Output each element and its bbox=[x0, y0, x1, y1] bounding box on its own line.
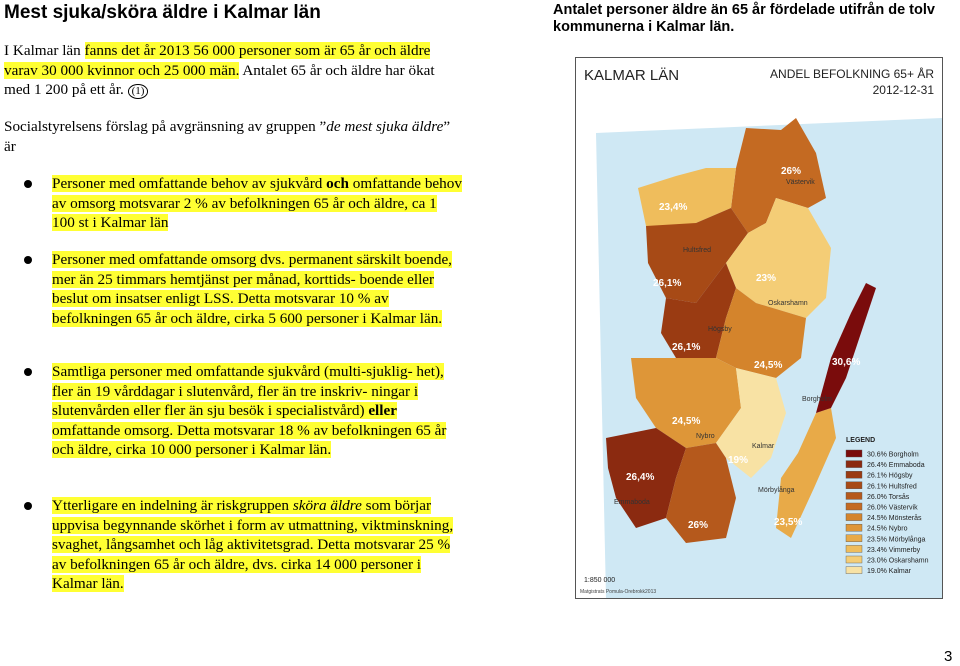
label-hultsfred-pct: 26,1% bbox=[653, 278, 681, 289]
label-hultsfred-name: Hultsfred bbox=[683, 247, 711, 254]
legend-swatch bbox=[845, 545, 863, 553]
legend-swatch bbox=[845, 492, 863, 500]
legend-label: 26.0% Torsås bbox=[867, 493, 910, 501]
label-emmaboda-name: Emmaboda bbox=[614, 499, 650, 506]
legend-swatch bbox=[845, 481, 863, 489]
legend-label: 26.1% Hultsfred bbox=[867, 483, 917, 490]
legend-label: 24.5% Mönsterås bbox=[867, 514, 922, 522]
reference-marker: (1) bbox=[127, 84, 149, 99]
bullet-3-tail: omfattande omsorg. Detta motsvarar 18 % … bbox=[52, 421, 447, 458]
bullet-1: Personer med omfattande behov av sjukvår… bbox=[52, 174, 462, 233]
legend-label: 23.4% Vimmerby bbox=[867, 547, 921, 554]
bullet-4: Ytterligare en indelning är riskgruppen … bbox=[52, 496, 462, 594]
region-morbylanga bbox=[776, 408, 836, 538]
definition-term: de mest sjuka äldre bbox=[326, 118, 444, 135]
bullet-3: Samtliga personer med omfattande sjukvår… bbox=[52, 362, 462, 460]
legend-swatch bbox=[845, 502, 863, 511]
region-monsteras bbox=[716, 288, 806, 378]
map-date: 2012-12-31 bbox=[873, 83, 935, 97]
legend-label: 24.5% Nybro bbox=[867, 526, 908, 533]
map-scale: 1:850 000 bbox=[584, 577, 615, 584]
label-morbylanga-name: Mörbylånga bbox=[758, 486, 795, 494]
label-torsas-pct: 26% bbox=[688, 520, 708, 531]
region-oskarshamn bbox=[726, 198, 831, 318]
bullet-3-bold: eller bbox=[368, 402, 397, 419]
label-borgholm-name: Borgholm bbox=[802, 396, 832, 403]
legend-label: 26.0% Västervik bbox=[867, 505, 918, 512]
label-hogsby-pct: 26,1% bbox=[672, 342, 700, 353]
label-nybro-name: Nybro bbox=[696, 433, 715, 440]
label-nybro-pct: 24,5% bbox=[672, 416, 700, 427]
intro-text-2: Antalet 65 år och äldre har ökat med 1 2… bbox=[4, 61, 435, 99]
label-vimmerby-pct: 23,4% bbox=[659, 202, 687, 213]
region-vimmerby bbox=[638, 168, 736, 230]
label-morbylanga-pct: 23,5% bbox=[774, 517, 802, 528]
legend-label: 23.0% Oskarshamn bbox=[867, 558, 929, 565]
label-monsteras-pct: 24,5% bbox=[754, 360, 782, 371]
page-number: 3 bbox=[944, 648, 953, 665]
legend-label: 26.1% Högsby bbox=[867, 473, 913, 480]
definition-text: Socialstyrelsens förslag på avgränsning … bbox=[4, 118, 327, 135]
definition-paragraph: Socialstyrelsens förslag på avgränsning … bbox=[4, 117, 454, 156]
legend-swatch bbox=[845, 566, 863, 574]
label-vastervik-pct: 26% bbox=[781, 166, 801, 177]
region-kalmar bbox=[716, 368, 786, 478]
label-kalmar-name: Kalmar bbox=[752, 443, 775, 450]
map-caption: Antalet personer äldre än 65 år fördelad… bbox=[553, 2, 935, 35]
legend-swatch bbox=[845, 460, 863, 468]
legend-label: 30.6% Borgholm bbox=[867, 452, 919, 459]
map-header-left: KALMAR LÄN bbox=[584, 67, 679, 84]
map-credit: Matgistrats Pomula-Orebrokk2013 bbox=[580, 589, 656, 595]
region-borgholm bbox=[816, 283, 876, 413]
bullet-2: Personer med omfattande omsorg dvs. perm… bbox=[52, 250, 462, 328]
bullet-4-em: sköra äldre bbox=[292, 497, 362, 514]
bullet-1-bold: och bbox=[326, 175, 349, 192]
legend-label: 19.0% Kalmar bbox=[867, 568, 912, 575]
label-oskarshamn-pct: 23% bbox=[756, 273, 776, 284]
label-oskarshamn-name: Oskarshamn bbox=[768, 300, 808, 307]
legend-swatch bbox=[845, 513, 863, 521]
intro-text: I Kalmar län bbox=[4, 42, 85, 59]
label-emmaboda-pct: 26,4% bbox=[626, 472, 654, 483]
label-vastervik-name: Västervik bbox=[786, 179, 815, 186]
region-emmaboda bbox=[606, 428, 686, 528]
region-torsas bbox=[666, 443, 736, 543]
legend-label: 23.5% Mörbylånga bbox=[867, 535, 925, 543]
label-hogsby-name: Högsby bbox=[708, 326, 732, 333]
region-nybro bbox=[631, 358, 741, 448]
legend-title: LEGEND bbox=[846, 437, 875, 444]
legend-swatch bbox=[845, 524, 863, 532]
bullet-4-text: Ytterligare en indelning är riskgruppen bbox=[52, 497, 293, 514]
legend-swatch bbox=[845, 449, 863, 458]
bullet-1-text: Personer med omfattande behov av sjukvår… bbox=[52, 175, 327, 192]
legend-label: 26.4% Emmaboda bbox=[867, 462, 925, 469]
definition-tail: ” är bbox=[4, 118, 451, 155]
legend-swatch bbox=[845, 471, 863, 479]
bullet-dot bbox=[24, 256, 32, 264]
page-title: Mest sjuka/sköra äldre i Kalmar län bbox=[4, 2, 321, 23]
label-borgholm-pct: 30,6% bbox=[832, 357, 860, 368]
legend-swatch bbox=[845, 534, 863, 542]
bullet-2-text: Personer med omfattande omsorg dvs. perm… bbox=[52, 251, 452, 327]
bullet-dot bbox=[24, 502, 32, 510]
intro-paragraph: I Kalmar län fanns det år 2013 56 000 pe… bbox=[4, 41, 454, 100]
region-hultsfred bbox=[646, 208, 748, 303]
bullet-dot bbox=[24, 180, 32, 188]
label-kalmar-pct: 19% bbox=[728, 455, 748, 466]
legend-swatch bbox=[845, 555, 863, 564]
bullet-dot bbox=[24, 368, 32, 376]
region-hogsby bbox=[661, 263, 736, 358]
legend: 30.6% Borgholm 26.4% Emmaboda 26.1% Högsby… bbox=[845, 449, 929, 575]
map-header-right: ANDEL BEFOLKNING 65+ ÅR bbox=[770, 66, 934, 81]
choropleth-map: KALMAR LÄN ANDEL BEFOLKNING 65+ ÅR 2012-… bbox=[575, 57, 943, 599]
region-vastervik bbox=[731, 118, 826, 233]
